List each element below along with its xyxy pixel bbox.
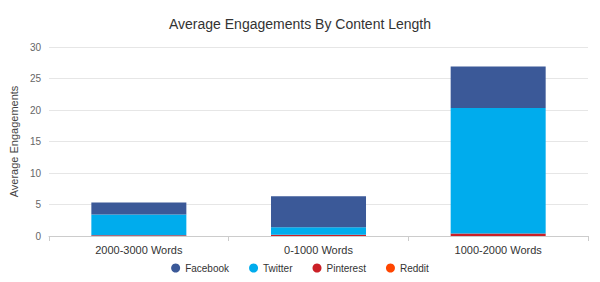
svg-text:25: 25 xyxy=(30,73,42,84)
svg-text:Facebook: Facebook xyxy=(185,263,230,274)
svg-text:5: 5 xyxy=(35,199,41,210)
svg-text:Reddit: Reddit xyxy=(400,263,429,274)
svg-text:15: 15 xyxy=(30,136,42,147)
svg-text:0-1000 Words: 0-1000 Words xyxy=(284,244,353,256)
svg-text:20: 20 xyxy=(30,105,42,116)
svg-text:Average Engagements: Average Engagements xyxy=(8,85,20,197)
svg-text:Twitter: Twitter xyxy=(263,263,293,274)
svg-text:1000-2000 Words: 1000-2000 Words xyxy=(455,244,543,256)
svg-text:2000-3000 Words: 2000-3000 Words xyxy=(95,244,183,256)
svg-text:10: 10 xyxy=(30,168,42,179)
svg-text:Average Engagements By Content: Average Engagements By Content Length xyxy=(169,16,431,32)
svg-text:30: 30 xyxy=(30,42,42,53)
svg-text:0: 0 xyxy=(35,231,41,242)
svg-text:Pinterest: Pinterest xyxy=(326,263,366,274)
